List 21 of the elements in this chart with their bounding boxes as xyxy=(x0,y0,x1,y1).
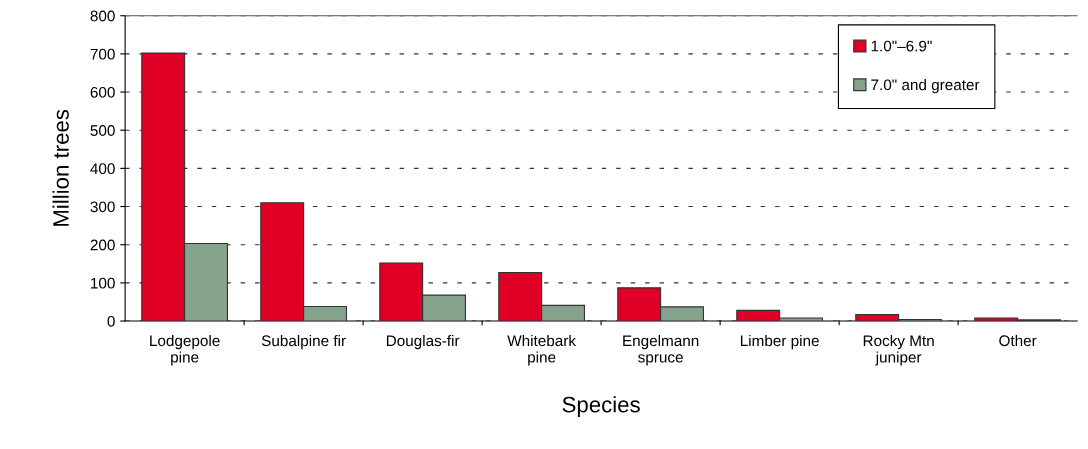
y-tick-label: 100 xyxy=(91,277,115,289)
legend-label: 7.0" and greater xyxy=(871,79,980,94)
x-tick-label: Lodgepole pine xyxy=(150,334,220,366)
x-axis-title: Species xyxy=(562,396,640,417)
y-tick-label: 700 xyxy=(90,48,115,60)
x-tick-label: Douglas-fir xyxy=(386,334,460,350)
y-tick-label: 400 xyxy=(90,163,115,175)
x-tick-label: Rocky Mtn juniper xyxy=(863,334,934,366)
y-tick-label: 600 xyxy=(90,86,115,98)
y-tick-label: 300 xyxy=(90,201,115,213)
y-tick-label: 800 xyxy=(90,10,115,22)
x-tick-label: Limber pine xyxy=(740,334,819,350)
y-axis-title: Million trees xyxy=(52,109,69,226)
legend-label: 1.0"–6.9" xyxy=(871,40,932,52)
y-tick-label: 200 xyxy=(90,239,115,251)
y-tick-label: 500 xyxy=(90,125,115,136)
x-tick-label: Engelmann spruce xyxy=(623,334,699,366)
y-tick-label: 0 xyxy=(107,315,115,327)
x-tick-label: Other xyxy=(999,334,1037,347)
x-tick-label: Subalpine fir xyxy=(261,334,346,350)
x-tick-label: Whitebark pine xyxy=(507,334,577,366)
